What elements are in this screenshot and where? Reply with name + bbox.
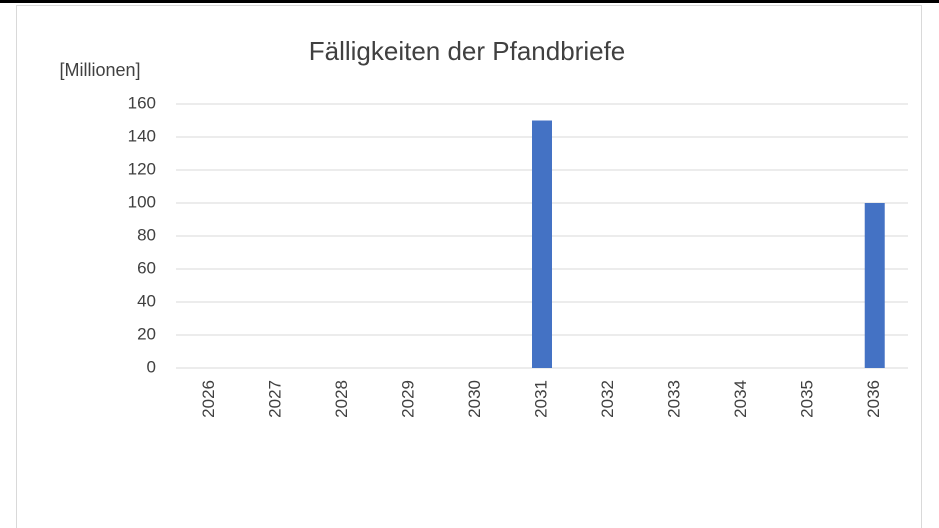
y-tick-label: 120 [128, 159, 156, 178]
y-tick-label: 0 [147, 357, 156, 376]
y-tick-label: 80 [137, 225, 156, 244]
y-axis-label: [Millionen] [59, 60, 140, 80]
y-tick-label: 160 [128, 93, 156, 112]
y-tick-label: 40 [137, 291, 156, 310]
x-tick-label: 2031 [531, 380, 550, 418]
x-tick-label: 2028 [332, 380, 351, 418]
y-tick-label: 140 [128, 126, 156, 145]
x-tick-label: 2034 [731, 380, 750, 418]
x-tick-label: 2026 [199, 380, 218, 418]
bar [532, 120, 552, 368]
chart-frame [16, 5, 922, 528]
x-tick-label: 2029 [398, 380, 417, 418]
x-tick-label: 2032 [598, 380, 617, 418]
y-tick-label: 60 [137, 258, 156, 277]
x-tick-label: 2027 [265, 380, 284, 418]
x-tick-label: 2035 [798, 380, 817, 418]
y-tick-label: 100 [128, 192, 156, 211]
y-tick-label: 20 [137, 324, 156, 343]
chart-title: Fälligkeiten der Pfandbriefe [309, 36, 626, 66]
x-tick-label: 2033 [665, 380, 684, 418]
bar [864, 203, 885, 368]
x-tick-label: 2030 [465, 380, 484, 418]
x-tick-label: 2036 [864, 380, 883, 418]
top-border [0, 0, 939, 3]
